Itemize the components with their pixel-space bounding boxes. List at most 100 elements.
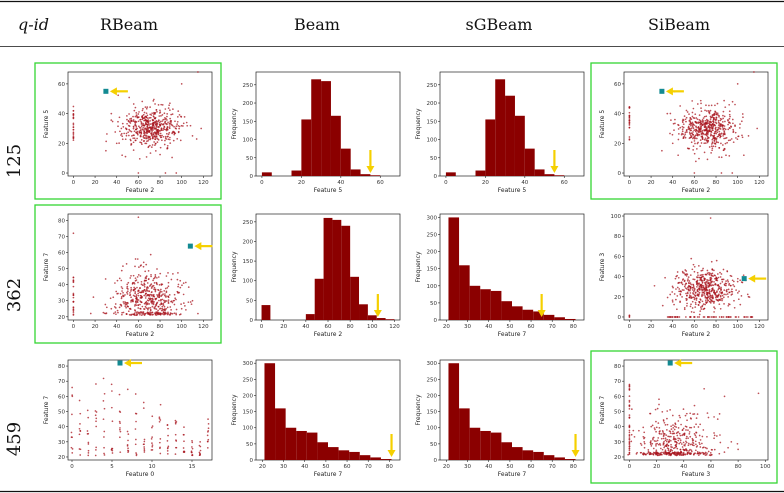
scatter-point <box>138 266 140 268</box>
scatter-point <box>710 276 712 279</box>
scatter-point <box>130 130 133 133</box>
scatter-point <box>711 115 714 118</box>
scatter-point <box>175 308 178 311</box>
scatter-point <box>693 316 696 318</box>
scatter-point <box>690 303 692 306</box>
scatter-point <box>657 437 660 439</box>
scatter-point <box>674 446 676 449</box>
hist-bar <box>261 305 271 320</box>
scatter-point <box>659 442 661 445</box>
scatter-point <box>166 127 168 130</box>
scatter-point <box>128 96 131 99</box>
x-tick-label: 40 <box>485 324 492 330</box>
scatter-point <box>157 305 160 308</box>
scatter-point <box>695 423 697 426</box>
scatter-point <box>685 435 688 438</box>
scatter-point <box>630 433 633 436</box>
scatter-point <box>715 291 718 294</box>
scatter-point <box>707 110 710 112</box>
scatter-point <box>676 316 679 318</box>
scatter-point <box>726 279 729 282</box>
scatter-point <box>167 427 169 430</box>
scatter-point <box>705 126 707 129</box>
scatter-point <box>650 425 653 428</box>
scatter-point <box>168 104 170 107</box>
scatter-point <box>138 157 141 160</box>
y-tick-label: 150 <box>427 410 438 416</box>
scatter-point <box>706 269 709 272</box>
scatter-point <box>692 131 694 133</box>
scatter-point <box>665 445 668 447</box>
scatter-point <box>717 287 720 289</box>
scatter-point <box>128 113 130 115</box>
scatter-point <box>182 293 185 296</box>
scatter-point <box>131 135 133 137</box>
scatter-point <box>668 430 671 432</box>
x-tick-label: 20 <box>443 464 450 470</box>
scatter-point <box>731 100 734 103</box>
scatter-point <box>114 131 117 133</box>
y-tick-label: 250 <box>427 233 438 239</box>
scatter-point <box>133 137 136 140</box>
scatter-point <box>653 284 656 287</box>
scatter-point <box>72 292 75 295</box>
scatter-point <box>125 303 128 306</box>
scatter-point <box>149 308 152 311</box>
scatter-point <box>708 146 711 148</box>
scatter-point <box>699 139 702 142</box>
scatter-point <box>153 127 155 130</box>
scatter-point <box>687 285 690 288</box>
qid-header: q-id <box>18 15 49 34</box>
column-header-rbeam: RBeam <box>100 15 158 34</box>
hist-bar <box>564 459 576 460</box>
scatter-point <box>710 274 713 277</box>
scatter-point <box>716 102 719 105</box>
scatter-point <box>693 117 696 119</box>
scatter-points <box>628 71 759 174</box>
scatter-point <box>666 438 669 441</box>
scatter-point <box>71 448 74 450</box>
scatter-point <box>753 71 755 73</box>
scatter-point <box>134 393 137 395</box>
scatter-point <box>149 116 152 119</box>
scatter-point <box>198 444 201 447</box>
scatter-point <box>149 106 151 109</box>
scatter-point <box>685 270 688 272</box>
scatter-point <box>142 117 144 120</box>
y-tick-label: 0 <box>434 458 438 464</box>
scatter-point <box>123 302 125 305</box>
scatter-point <box>145 288 148 290</box>
scatter-point <box>134 443 137 446</box>
scatter-point <box>142 124 145 127</box>
scatter-point <box>121 313 123 316</box>
scatter-point <box>156 268 158 270</box>
y-tick-label: 80 <box>58 364 65 370</box>
scatter-point <box>129 139 132 142</box>
scatter-point <box>150 449 153 451</box>
x-tick-label: 10 <box>149 464 156 470</box>
scatter-point <box>686 292 689 295</box>
y-tick-label: 50 <box>430 156 437 162</box>
scatter-point <box>129 130 131 132</box>
scatter-point <box>741 136 744 139</box>
x-axis-label: Feature 2 <box>314 331 343 338</box>
scatter-point <box>94 410 97 412</box>
scatter-point <box>733 299 735 302</box>
scatter-point <box>700 287 702 289</box>
scatter-point <box>105 306 108 309</box>
scatter-point <box>138 291 141 294</box>
scatter-point <box>176 116 179 118</box>
scatter-point <box>167 281 170 284</box>
scatter-point <box>151 311 153 314</box>
scatter-point <box>670 428 673 430</box>
scatter-point <box>704 303 707 306</box>
scatter-point <box>703 316 706 318</box>
scatter-point <box>706 299 709 301</box>
scatter-point <box>711 300 713 303</box>
scatter-point <box>183 450 186 453</box>
scatter-point <box>178 125 181 128</box>
scatter-point <box>685 275 688 277</box>
scatter-point <box>658 398 660 401</box>
scatter-point <box>177 272 179 274</box>
